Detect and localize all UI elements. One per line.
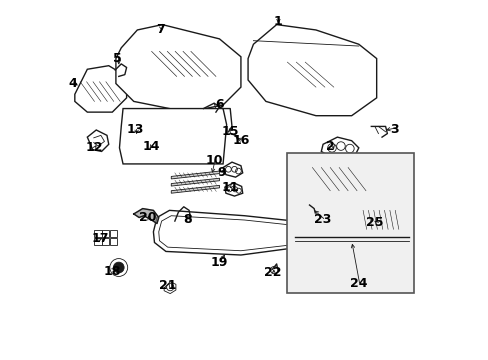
Text: 14: 14	[142, 140, 160, 153]
Polygon shape	[171, 171, 219, 179]
Bar	[102, 230, 109, 237]
Text: 9: 9	[217, 166, 225, 179]
Bar	[110, 230, 117, 237]
Text: 16: 16	[232, 134, 249, 147]
Text: 25: 25	[366, 216, 383, 229]
Text: 11: 11	[221, 181, 239, 194]
Polygon shape	[358, 208, 397, 230]
Polygon shape	[171, 185, 219, 193]
Text: 18: 18	[103, 265, 121, 278]
Bar	[94, 238, 102, 245]
Polygon shape	[247, 24, 376, 116]
Polygon shape	[295, 162, 365, 207]
Text: 15: 15	[221, 125, 239, 138]
Text: 7: 7	[156, 23, 164, 36]
Text: 1: 1	[273, 14, 282, 27]
Text: 21: 21	[159, 279, 176, 292]
Polygon shape	[293, 180, 300, 190]
Bar	[287, 153, 413, 293]
Polygon shape	[75, 66, 126, 112]
Polygon shape	[87, 130, 108, 152]
Text: 17: 17	[91, 233, 108, 246]
Polygon shape	[171, 178, 219, 186]
Text: 4: 4	[68, 77, 77, 90]
Bar	[110, 238, 117, 245]
Polygon shape	[134, 208, 159, 224]
Text: 6: 6	[215, 99, 224, 112]
Bar	[102, 238, 109, 245]
Polygon shape	[321, 137, 358, 158]
Text: 3: 3	[389, 123, 398, 136]
Text: 12: 12	[85, 141, 103, 154]
Text: 24: 24	[349, 277, 367, 290]
Text: 22: 22	[264, 266, 281, 279]
Text: 2: 2	[325, 140, 334, 153]
Polygon shape	[153, 210, 301, 255]
Polygon shape	[223, 162, 242, 177]
Polygon shape	[224, 183, 242, 196]
Polygon shape	[116, 24, 241, 112]
Polygon shape	[164, 282, 176, 294]
Text: 8: 8	[183, 213, 191, 226]
Polygon shape	[119, 109, 226, 164]
Text: 13: 13	[126, 123, 144, 136]
Bar	[94, 230, 102, 237]
Circle shape	[113, 262, 124, 273]
Text: 23: 23	[314, 213, 331, 226]
Text: 10: 10	[205, 154, 223, 167]
Text: 5: 5	[113, 52, 122, 65]
Text: 19: 19	[210, 256, 228, 269]
Text: 20: 20	[139, 211, 157, 224]
